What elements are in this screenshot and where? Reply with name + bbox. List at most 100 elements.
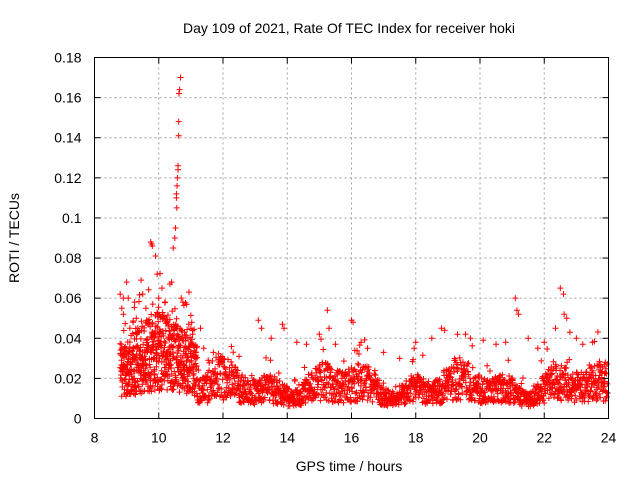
y-tick-label: 0.04: [54, 330, 81, 346]
roti-point: [589, 339, 596, 346]
roti-point: [332, 393, 339, 400]
chart-title: Day 109 of 2021, Rate Of TEC Index for r…: [183, 20, 515, 36]
roti-point: [239, 389, 246, 396]
roti-point: [271, 383, 278, 390]
roti-point: [139, 291, 146, 298]
roti-point: [184, 387, 191, 394]
roti-point: [579, 381, 586, 388]
roti-point: [331, 386, 338, 393]
roti-point: [279, 321, 286, 328]
roti-point: [332, 341, 339, 348]
roti-point: [595, 375, 602, 382]
roti-point: [343, 391, 350, 398]
roti-point: [141, 353, 148, 360]
roti-point: [258, 377, 265, 384]
roti-point: [142, 305, 149, 312]
roti-point: [518, 380, 525, 387]
roti-point: [451, 369, 458, 376]
y-tick-label: 0: [74, 411, 82, 427]
roti-point: [328, 366, 335, 373]
roti-point: [319, 377, 326, 384]
roti-point: [602, 365, 609, 372]
roti-point: [502, 339, 509, 346]
roti-point: [208, 383, 215, 390]
roti-point: [149, 319, 156, 326]
roti-point: [448, 374, 455, 381]
roti-point: [553, 365, 560, 372]
roti-point: [512, 295, 519, 302]
roti-point: [148, 311, 155, 318]
roti-point: [247, 381, 254, 388]
roti-point: [184, 373, 191, 380]
roti-point: [330, 383, 337, 390]
roti-point: [198, 397, 205, 404]
x-tick-label: 22: [536, 430, 552, 446]
roti-point: [307, 380, 314, 387]
roti-point: [469, 342, 476, 349]
x-tick-label: 20: [472, 430, 488, 446]
roti-point: [145, 286, 152, 293]
roti-point: [204, 386, 211, 393]
roti-point: [411, 345, 418, 352]
roti-point: [200, 345, 207, 352]
y-tick-label: 0.14: [54, 130, 81, 146]
roti-point: [182, 377, 189, 384]
roti-point: [154, 374, 161, 381]
roti-point: [591, 378, 598, 385]
roti-point: [135, 329, 142, 336]
roti-point: [152, 322, 159, 329]
roti-point: [351, 380, 358, 387]
roti-point: [354, 360, 361, 367]
roti-point: [229, 362, 236, 369]
roti-point: [551, 381, 558, 388]
roti-point: [484, 362, 491, 369]
roti-point: [210, 349, 217, 356]
roti-point: [170, 386, 177, 393]
roti-point: [263, 354, 270, 361]
roti-point: [147, 375, 154, 382]
roti-point: [175, 347, 182, 354]
roti-point: [472, 397, 479, 404]
y-tick-label: 0.02: [54, 370, 81, 386]
roti-point: [212, 378, 219, 385]
roti-point: [581, 394, 588, 401]
roti-point: [454, 361, 461, 368]
roti-point: [566, 329, 573, 336]
roti-point: [596, 358, 603, 365]
roti-point: [493, 341, 500, 348]
roti-point: [556, 380, 563, 387]
roti-point: [172, 224, 179, 231]
roti-point: [585, 398, 592, 405]
roti-point: [469, 364, 476, 371]
roti-point: [168, 365, 175, 372]
roti-point: [176, 389, 183, 396]
roti-point: [214, 389, 221, 396]
roti-point: [541, 400, 548, 407]
roti-point: [154, 271, 161, 278]
roti-point: [556, 376, 563, 383]
roti-point: [167, 362, 174, 369]
roti-point: [345, 366, 352, 373]
roti-point: [184, 326, 191, 333]
roti-point: [563, 365, 570, 372]
roti-point: [219, 376, 226, 383]
roti-point: [142, 365, 149, 372]
roti-point: [525, 335, 532, 342]
roti-point: [134, 361, 141, 368]
roti-point: [325, 397, 332, 404]
roti-point: [457, 396, 464, 403]
roti-point: [146, 372, 153, 379]
roti-point: [173, 315, 180, 322]
roti-point: [191, 326, 198, 333]
roti-point: [138, 277, 145, 284]
roti-point: [230, 349, 237, 356]
roti-point: [234, 367, 241, 374]
roti-point: [240, 398, 247, 405]
roti-point: [183, 301, 190, 308]
roti-point: [186, 369, 193, 376]
roti-point: [301, 364, 308, 371]
roti-point: [205, 357, 212, 364]
roti-point: [356, 342, 363, 349]
x-tick-label: 10: [151, 430, 167, 446]
roti-point: [176, 86, 183, 93]
